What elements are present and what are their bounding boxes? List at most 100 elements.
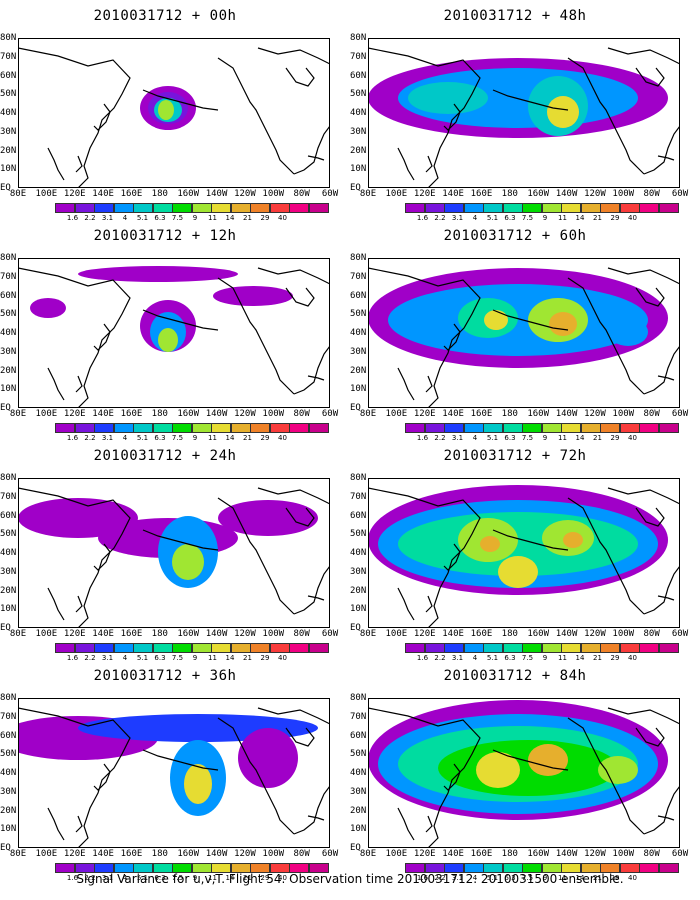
legend-swatch — [250, 643, 270, 653]
longitude-label: 180 — [501, 409, 518, 419]
latitude-label: 50N — [0, 89, 17, 100]
legend-swatch — [289, 643, 309, 653]
coastline — [657, 375, 675, 381]
legend-swatch — [308, 863, 329, 873]
coastline — [368, 707, 481, 848]
legend-label: 3.1 — [451, 654, 464, 662]
longitude-label: 80E — [9, 409, 27, 419]
map-canvas — [368, 698, 680, 848]
color-legend: 1.6 2.2 3.1 4 5.1 6.3 7.5 9 11 14 21 29 40 — [405, 203, 679, 223]
panel-title: 2010031712 + 12h — [93, 228, 237, 244]
color-legend: 1.6 2.2 3.1 4 5.1 6.3 7.5 9 11 14 21 29 40 — [55, 863, 329, 883]
legend-swatch — [502, 423, 523, 433]
legend-swatch — [269, 643, 290, 653]
latitude-label: EQ — [0, 183, 11, 193]
legend-label: 11 — [208, 654, 217, 662]
legend-swatch — [522, 423, 542, 433]
variance-contour — [598, 756, 638, 784]
latitude-label: 50N — [0, 529, 17, 540]
legend-label: 29 — [260, 434, 270, 442]
coastline — [607, 707, 680, 725]
legend-label: 5.1 — [486, 654, 499, 662]
coastline — [492, 529, 569, 551]
variance-contour — [78, 266, 238, 282]
longitude-label: 80W — [293, 409, 310, 419]
panel-title: 2010031712 + 48h — [443, 8, 587, 24]
legend-label: 21 — [243, 434, 252, 442]
legend-swatch — [502, 203, 523, 213]
legend-swatch — [444, 643, 464, 653]
legend-swatch — [600, 423, 620, 433]
longitude-label: 100W — [262, 189, 285, 199]
legend-swatch — [444, 203, 464, 213]
coastline — [492, 309, 569, 331]
variance-contour — [608, 318, 648, 346]
longitude-label: 180 — [151, 849, 168, 859]
longitude-label: 140W — [205, 409, 228, 419]
longitude-label: 80W — [643, 409, 660, 419]
legend-label: 2.2 — [84, 874, 96, 882]
legend-swatch — [424, 203, 445, 213]
coastline — [142, 529, 219, 551]
longitude-label: 60W — [321, 849, 339, 859]
longitude-label: 120W — [584, 189, 606, 199]
latitude-label: 30N — [350, 786, 367, 797]
variance-contour — [480, 536, 500, 552]
figure-caption: Signal Variance for u,v,T. Flight 54. Ob… — [76, 872, 624, 886]
legend-swatch — [55, 423, 75, 433]
legend-swatch — [152, 203, 173, 213]
coastline — [607, 47, 680, 65]
legend-label: 1.6 — [66, 874, 79, 882]
legend-label: 3.1 — [451, 214, 464, 222]
legend-label: 1.6 — [66, 654, 79, 662]
color-legend: 1.6 2.2 3.1 4 5.1 6.3 7.5 9 11 14 21 29 40 — [405, 643, 679, 663]
longitude-label: 60W — [671, 409, 689, 419]
coastline — [75, 815, 83, 833]
legend-label: 9 — [542, 654, 548, 662]
panel-title: 2010031712 + 84h — [443, 668, 587, 684]
legend-label: 11 — [558, 214, 567, 222]
latitude-label: 60N — [350, 510, 367, 521]
coastline — [18, 487, 131, 628]
legend-swatch — [211, 423, 231, 433]
legend-label: 3.1 — [451, 434, 464, 442]
longitude-label: 180 — [151, 189, 168, 199]
legend-label: 21 — [243, 214, 252, 222]
legend-swatch — [483, 643, 503, 653]
longitude-label: 140E — [92, 409, 114, 419]
longitude-label: 120E — [63, 409, 86, 419]
coastline — [293, 125, 330, 175]
latitude-label: 50N — [350, 89, 367, 100]
longitude-label: 160W — [177, 189, 200, 199]
legend-label: 9 — [542, 874, 548, 882]
latitude-label: EQ — [350, 843, 361, 853]
variance-contour — [476, 752, 520, 788]
legend-label: 29 — [610, 434, 620, 442]
latitude-label: 40N — [0, 328, 17, 338]
legend-label: 14 — [575, 434, 585, 442]
legend-swatch — [191, 203, 212, 213]
coastline — [293, 785, 330, 835]
latitude-label: 80N — [0, 473, 17, 483]
legend-swatch — [191, 643, 212, 653]
latitude-label: 80N — [0, 253, 17, 263]
longitude-label: 100W — [612, 189, 635, 199]
latitude-label: EQ — [350, 403, 361, 413]
legend-swatch — [152, 423, 173, 433]
legend-swatch — [600, 643, 620, 653]
coastline — [425, 375, 433, 393]
latitude-label: 40N — [0, 108, 17, 118]
longitude-label: 140W — [555, 409, 578, 419]
legend-swatch — [94, 643, 114, 653]
legend-label: 6.3 — [504, 214, 516, 222]
legend-swatch — [561, 643, 581, 653]
coastline — [657, 155, 675, 161]
legend-swatch — [113, 203, 134, 213]
variance-contour — [218, 500, 318, 536]
legend-label: 1.6 — [416, 214, 429, 222]
legend-swatch — [172, 643, 192, 653]
legend-label: 2.2 — [434, 214, 446, 222]
legend-swatch — [230, 423, 251, 433]
legend-label: 40 — [628, 874, 637, 882]
variance-contour — [438, 740, 618, 796]
